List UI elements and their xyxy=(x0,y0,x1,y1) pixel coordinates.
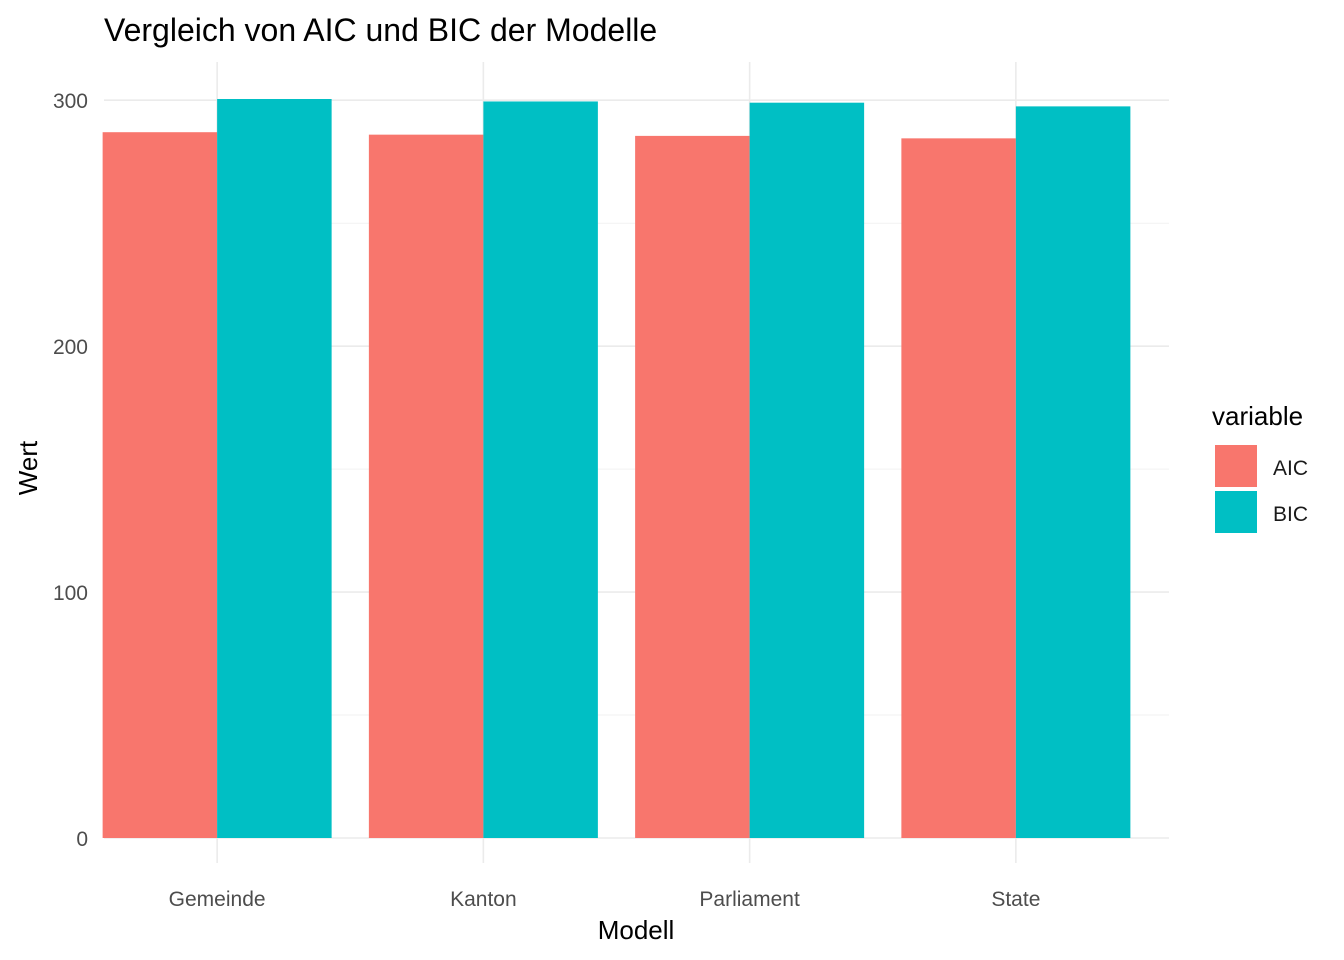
bar-bic-gemeinde xyxy=(217,99,332,838)
y-tick-label: 100 xyxy=(53,582,88,605)
y-tick-label: 200 xyxy=(53,336,88,359)
y-tick-label: 300 xyxy=(53,90,88,113)
bar-bic-parliament xyxy=(749,102,865,839)
bar-aic-parliament xyxy=(635,135,750,838)
bar-aic-gemeinde xyxy=(102,132,218,839)
legend-label-bic: BIC xyxy=(1273,503,1308,526)
bar-aic-state xyxy=(901,138,1016,838)
bar-bic-state xyxy=(1015,106,1131,839)
y-axis-title: Wert xyxy=(13,440,43,495)
x-axis-ticks: Gemeinde Kanton Parliament State xyxy=(169,888,1041,911)
legend-label-aic: AIC xyxy=(1273,457,1308,480)
x-tick-label: Parliament xyxy=(699,888,800,911)
legend-title: variable xyxy=(1212,401,1303,431)
legend: variable AIC BIC xyxy=(1212,401,1308,533)
legend-key-bic xyxy=(1215,491,1257,533)
bars xyxy=(102,99,1131,839)
bar-bic-kanton xyxy=(483,101,598,839)
x-tick-label: State xyxy=(991,888,1040,911)
legend-key-aic xyxy=(1215,445,1257,487)
x-tick-label: Gemeinde xyxy=(169,888,266,911)
y-axis-ticks: 0 100 200 300 xyxy=(53,90,88,851)
x-tick-label: Kanton xyxy=(450,888,517,911)
x-axis-title: Modell xyxy=(598,915,675,945)
y-tick-label: 0 xyxy=(76,828,88,851)
chart-title: Vergleich von AIC und BIC der Modelle xyxy=(104,12,657,48)
bar-aic-kanton xyxy=(368,134,484,838)
